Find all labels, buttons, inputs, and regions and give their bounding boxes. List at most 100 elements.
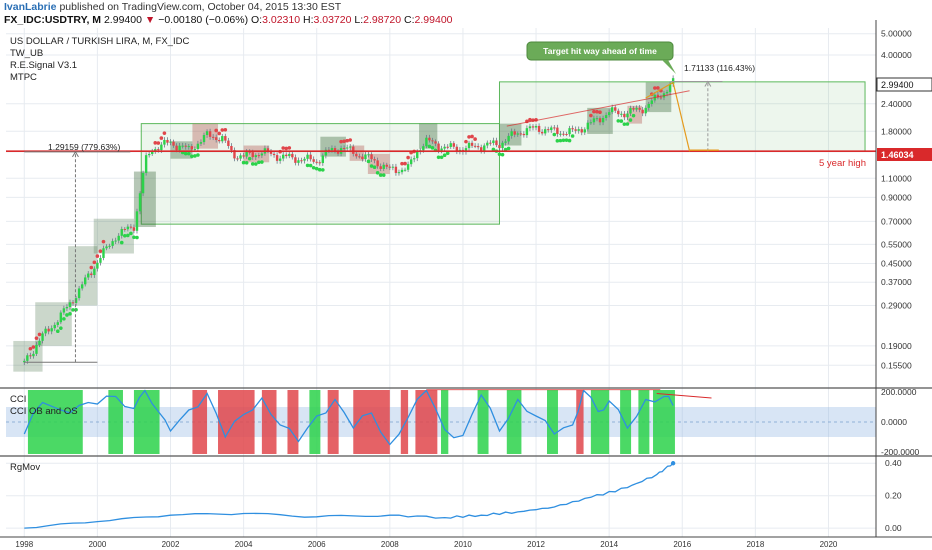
candle-body <box>23 360 26 363</box>
signal-dot-buy <box>247 156 252 161</box>
candle-body <box>80 284 84 289</box>
candle-body <box>218 139 221 142</box>
price-axis-label: 2.40000 <box>881 99 912 109</box>
candle-body <box>510 131 513 136</box>
candle-body <box>355 153 358 157</box>
signal-dot-buy <box>250 162 255 166</box>
price-pane <box>6 28 876 387</box>
candle-body <box>476 146 480 148</box>
cci-layer <box>6 389 876 454</box>
candle-body <box>516 133 519 135</box>
signal-dot-buy <box>253 162 258 166</box>
legend-title: US DOLLAR / TURKISH LIRA, M, FX_IDC <box>10 36 189 47</box>
candle-body <box>178 145 181 151</box>
last-price-badge-text: 2.99400 <box>881 80 914 90</box>
signal-dot-buy <box>381 173 386 177</box>
mtpc-zone <box>133 171 156 228</box>
author-link[interactable]: IvanLabrie <box>4 1 57 13</box>
signal-dot-sell <box>473 137 477 141</box>
legend-rgmov: RgMov <box>10 462 40 473</box>
candle-body <box>47 328 50 332</box>
candle-body <box>41 333 44 341</box>
signal-dot-buy <box>68 312 72 316</box>
publish-info: IvanLabrie published on TradingView.com,… <box>4 1 341 13</box>
candle-body <box>367 154 370 156</box>
mtpc-zone <box>499 123 522 146</box>
close-label: C: <box>404 14 415 26</box>
support-label: 5 year high <box>819 158 866 169</box>
candle-body <box>199 142 203 144</box>
signal-dot-sell <box>342 139 346 144</box>
signal-dot-sell <box>345 138 349 143</box>
low-value: 2.98720 <box>363 14 402 26</box>
candle-body <box>431 140 434 142</box>
cci-ob-os-zone <box>576 390 584 454</box>
candle-body <box>345 147 349 149</box>
candle-body <box>604 115 608 118</box>
candle-body <box>245 151 248 157</box>
candle-body <box>272 153 276 156</box>
candle-body <box>324 149 328 156</box>
price-axis-label: 0.37000 <box>881 277 912 287</box>
cci-ob-os-zone <box>653 390 675 454</box>
candle-body <box>519 133 523 135</box>
signal-dot-buy <box>567 138 572 143</box>
signal-dot-sell <box>653 86 657 90</box>
cci-ob-os-zone <box>192 390 208 454</box>
candle-body <box>129 226 133 228</box>
candle-body <box>257 155 261 157</box>
down-arrow-icon: ▼ <box>144 14 156 26</box>
candle-body <box>452 143 455 147</box>
candle-body <box>214 137 218 140</box>
signal-dot-sell <box>592 109 596 114</box>
candle-body <box>382 164 385 169</box>
candle-body <box>260 153 264 156</box>
signal-dot-buy <box>430 146 435 150</box>
signal-dot-buy <box>129 231 133 236</box>
candle-body <box>309 154 312 160</box>
time-axis-label: 2014 <box>600 540 618 549</box>
candle-body <box>601 117 605 123</box>
cci-trend-line <box>656 393 712 399</box>
candle-body <box>126 226 130 230</box>
callout[interactable]: Target hit way ahead of time <box>526 41 676 74</box>
candle-body <box>56 322 59 325</box>
signal-dot-buy <box>183 151 188 156</box>
publish-text: published on TradingView.com, October 04… <box>59 1 342 13</box>
price-axis-label: 0.15500 <box>881 360 912 370</box>
cci-ob-os-zone <box>261 390 277 454</box>
candle-body <box>224 136 227 141</box>
measure-1-arrow <box>72 150 79 158</box>
signal-dot-sell <box>287 146 292 150</box>
signal-dot-sell <box>406 155 410 160</box>
candle-body <box>550 127 553 131</box>
candle-body <box>650 100 653 104</box>
cci-ob-os-zone <box>108 390 123 454</box>
signal-dot-sell <box>153 141 158 145</box>
candle-body <box>614 107 617 111</box>
callout-box <box>526 41 674 61</box>
candle-body <box>330 148 334 151</box>
candle-body <box>154 149 157 152</box>
candle-body <box>358 156 361 158</box>
candle-body <box>35 344 38 354</box>
signal-dot-buy <box>506 146 511 151</box>
candle-body <box>391 166 395 168</box>
candle-body <box>507 135 510 142</box>
signal-dot-buy <box>311 165 316 170</box>
candle-body <box>361 156 364 160</box>
rgmov-line <box>24 462 674 529</box>
signal-dot-sell <box>223 127 228 132</box>
signal-dot-sell <box>89 265 94 270</box>
candle-body <box>138 193 142 212</box>
candle-body <box>285 154 288 157</box>
signal-dot-buy <box>241 160 246 165</box>
cci-ob-os-zone <box>327 390 339 454</box>
candle-body <box>275 155 279 161</box>
signal-dot-buy <box>71 308 75 312</box>
candle-body <box>428 137 431 141</box>
candle-body <box>44 328 47 334</box>
candle-body <box>114 240 117 242</box>
signal-dot-buy <box>561 138 566 143</box>
